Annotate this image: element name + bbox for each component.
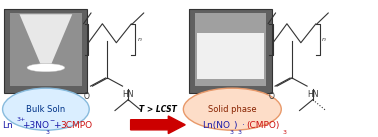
Text: −: − [49, 117, 54, 122]
Text: +3NO: +3NO [22, 121, 49, 130]
Text: Ln(NO: Ln(NO [202, 121, 230, 130]
Text: HN: HN [122, 90, 134, 99]
Text: Solid phase: Solid phase [208, 105, 257, 114]
Ellipse shape [183, 88, 281, 130]
Text: n: n [322, 37, 326, 42]
Text: (CMPO): (CMPO) [246, 121, 280, 130]
Bar [5, 9, 87, 93]
Text: T > LCST: T > LCST [139, 105, 177, 114]
FancyArrow shape [131, 116, 185, 134]
Text: ·: · [242, 121, 245, 130]
Polygon shape [20, 14, 72, 63]
Text: 3: 3 [282, 130, 287, 135]
Bar [189, 9, 272, 93]
Bar [5, 9, 87, 93]
Text: 3: 3 [238, 130, 242, 135]
Text: Bulk Soln: Bulk Soln [26, 105, 65, 114]
Bar [197, 33, 264, 79]
Text: ): ) [234, 121, 237, 130]
Text: 3: 3 [45, 130, 49, 135]
Text: 3+: 3+ [17, 117, 26, 122]
Text: n: n [138, 37, 141, 42]
Bar [195, 13, 266, 86]
Text: Ln: Ln [3, 121, 13, 130]
Text: HN: HN [307, 90, 319, 99]
Text: 3CMPO: 3CMPO [60, 121, 92, 130]
Text: 3: 3 [229, 130, 233, 135]
Text: O: O [268, 92, 274, 101]
Ellipse shape [3, 88, 89, 130]
Ellipse shape [27, 64, 65, 72]
Bar [189, 9, 272, 93]
Text: O: O [84, 92, 90, 101]
Bar [10, 13, 82, 86]
Text: +: + [53, 121, 61, 130]
